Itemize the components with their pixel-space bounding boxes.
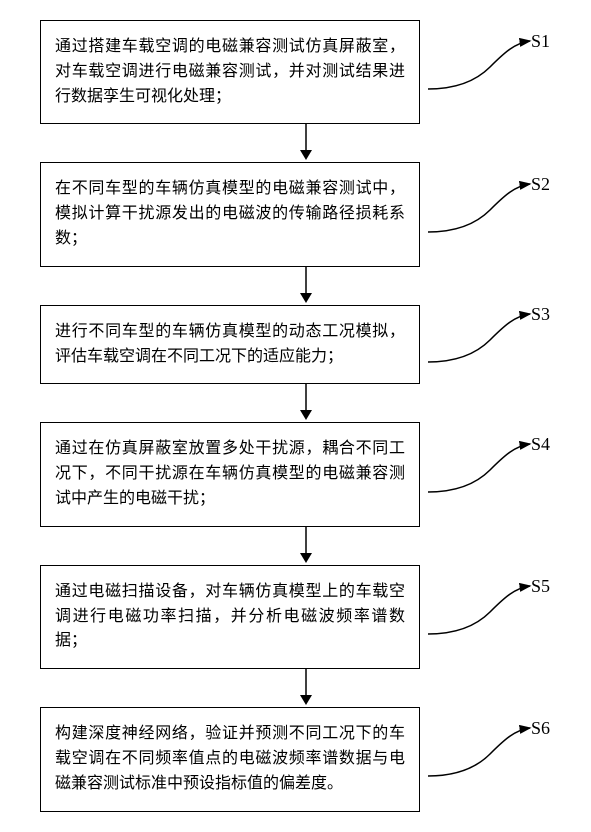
connector-1-2 <box>96 124 516 162</box>
connector-4-5 <box>96 527 516 565</box>
step-text-s5: 通过电磁扫描设备，对车辆仿真模型上的车载空调进行电磁功率扫描，并分析电磁波频率谱… <box>55 583 405 650</box>
step-row-s6: 构建深度神经网络，验证并预测不同工况下的车载空调在不同频率值点的电磁波频率谱数据… <box>20 707 571 811</box>
step-label-s6: S6 <box>531 718 550 739</box>
label-col-s6: S6 <box>420 724 560 794</box>
step-box-s4: 通过在仿真屏蔽室放置多处干扰源，耦合不同工况下，不同干扰源在车辆仿真模型的电磁兼… <box>40 422 420 526</box>
step-row-s4: 通过在仿真屏蔽室放置多处干扰源，耦合不同工况下，不同干扰源在车辆仿真模型的电磁兼… <box>20 422 571 526</box>
step-box-s5: 通过电磁扫描设备，对车辆仿真模型上的车载空调进行电磁功率扫描，并分析电磁波频率谱… <box>40 565 420 669</box>
connector-2-3 <box>96 267 516 305</box>
down-arrow-icon <box>296 384 316 422</box>
connector-5-6 <box>96 669 516 707</box>
step-label-s4: S4 <box>531 434 550 455</box>
down-arrow-icon <box>296 527 316 565</box>
label-col-s3: S3 <box>420 310 560 380</box>
step-label-s2: S2 <box>531 174 550 195</box>
label-col-s4: S4 <box>420 440 560 510</box>
label-col-s2: S2 <box>420 180 560 250</box>
step-row-s3: 进行不同车型的车辆仿真模型的动态工况模拟，评估车载空调在不同工况下的适应能力； … <box>20 305 571 385</box>
step-label-s3: S3 <box>531 304 550 325</box>
step-label-s5: S5 <box>531 576 550 597</box>
step-box-s1: 通过搭建车载空调的电磁兼容测试仿真屏蔽室，对车载空调进行电磁兼容测试，并对测试结… <box>40 20 420 124</box>
step-row-s5: 通过电磁扫描设备，对车辆仿真模型上的车载空调进行电磁功率扫描，并分析电磁波频率谱… <box>20 565 571 669</box>
connector-3-4 <box>96 384 516 422</box>
step-row-s1: 通过搭建车载空调的电磁兼容测试仿真屏蔽室，对车载空调进行电磁兼容测试，并对测试结… <box>20 20 571 124</box>
step-box-s6: 构建深度神经网络，验证并预测不同工况下的车载空调在不同频率值点的电磁波频率谱数据… <box>40 707 420 811</box>
step-text-s2: 在不同车型的车辆仿真模型的电磁兼容测试中，模拟计算干扰源发出的电磁波的传输路径损… <box>55 180 405 247</box>
step-text-s1: 通过搭建车载空调的电磁兼容测试仿真屏蔽室，对车载空调进行电磁兼容测试，并对测试结… <box>55 38 405 105</box>
step-box-s3: 进行不同车型的车辆仿真模型的动态工况模拟，评估车载空调在不同工况下的适应能力； <box>40 305 420 385</box>
flowchart-container: 通过搭建车载空调的电磁兼容测试仿真屏蔽室，对车载空调进行电磁兼容测试，并对测试结… <box>20 20 571 812</box>
label-col-s5: S5 <box>420 582 560 652</box>
label-col-s1: S1 <box>420 37 560 107</box>
step-label-s1: S1 <box>531 31 550 52</box>
down-arrow-icon <box>296 124 316 162</box>
step-box-s2: 在不同车型的车辆仿真模型的电磁兼容测试中，模拟计算干扰源发出的电磁波的传输路径损… <box>40 162 420 266</box>
step-text-s6: 构建深度神经网络，验证并预测不同工况下的车载空调在不同频率值点的电磁波频率谱数据… <box>55 725 405 792</box>
step-row-s2: 在不同车型的车辆仿真模型的电磁兼容测试中，模拟计算干扰源发出的电磁波的传输路径损… <box>20 162 571 266</box>
step-text-s4: 通过在仿真屏蔽室放置多处干扰源，耦合不同工况下，不同干扰源在车辆仿真模型的电磁兼… <box>55 440 405 507</box>
down-arrow-icon <box>296 267 316 305</box>
down-arrow-icon <box>296 669 316 707</box>
step-text-s3: 进行不同车型的车辆仿真模型的动态工况模拟，评估车载空调在不同工况下的适应能力； <box>55 323 405 365</box>
